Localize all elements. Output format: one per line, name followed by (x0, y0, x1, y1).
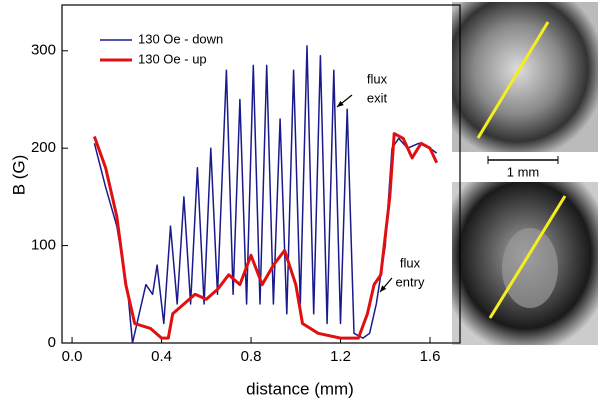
y-axis-label: B (G) (9, 155, 28, 196)
y-tick-label: 100 (31, 237, 56, 254)
micrograph-bottom (452, 182, 598, 345)
x-tick-label: 0.0 (62, 348, 83, 365)
data-line (92, 132, 439, 340)
x-tick-label: 1.2 (330, 348, 351, 365)
scale-bar: 1 mm (487, 156, 559, 179)
data-line (93, 45, 438, 344)
annotation: exit (367, 90, 388, 105)
annotation: entry (396, 274, 425, 289)
x-tick-label: 0.4 (151, 348, 172, 365)
scale-label: 1 mm (507, 164, 540, 179)
plot-frame (61, 4, 461, 344)
annotation: flux (400, 255, 421, 270)
arrow-head (380, 285, 387, 292)
x-tick-label: 0.8 (241, 348, 262, 365)
y-tick-label: 0 (48, 334, 56, 351)
x-axis-label: distance (mm) (246, 379, 354, 398)
arrow-head (337, 100, 344, 107)
annotation: flux (367, 71, 388, 86)
legend-label: 130 Oe - up (138, 51, 207, 66)
micrograph-top (452, 2, 598, 152)
legend-label: 130 Oe - down (138, 31, 223, 46)
y-tick-label: 200 (31, 139, 56, 156)
x-tick-label: 1.6 (420, 348, 441, 365)
y-tick-label: 300 (31, 42, 56, 59)
